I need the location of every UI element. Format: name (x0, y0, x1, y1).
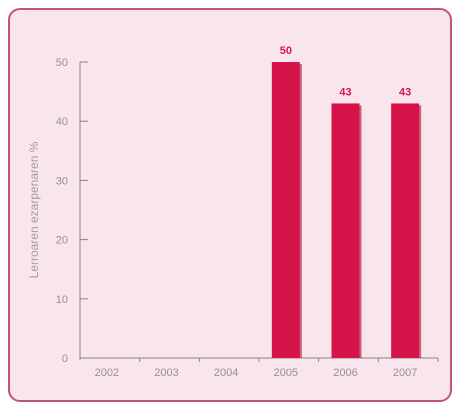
y-tick-label: 10 (56, 294, 68, 306)
bar (271, 62, 300, 358)
x-tick-label: 2003 (154, 367, 178, 379)
y-tick-label: 40 (56, 116, 68, 128)
bar (391, 103, 420, 358)
y-tick-label: 20 (56, 235, 68, 247)
data-label: 43 (399, 86, 411, 98)
x-tick-label: 2002 (95, 367, 119, 379)
y-tick-label: 30 (56, 175, 68, 187)
y-axis-label: Lerroaren ezarpenaren % (27, 141, 41, 278)
data-label: 43 (339, 86, 351, 98)
y-tick-label: 50 (56, 57, 68, 69)
x-tick-label: 2004 (214, 367, 238, 379)
x-tick-label: 2006 (333, 367, 357, 379)
x-tick-label: 2005 (274, 367, 298, 379)
bar (331, 103, 360, 358)
data-label: 50 (280, 45, 292, 57)
chart-frame (8, 8, 452, 402)
y-tick-label: 0 (62, 353, 68, 365)
x-tick-label: 2007 (393, 367, 417, 379)
